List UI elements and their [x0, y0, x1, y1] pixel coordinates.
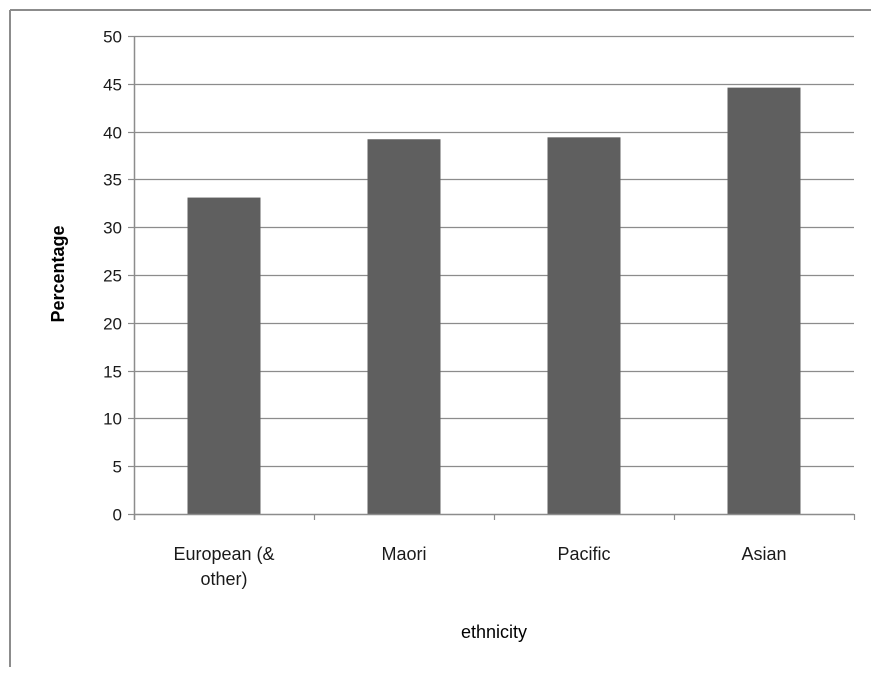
x-axis-title: ethnicity	[461, 622, 527, 642]
x-tick-label: Asian	[741, 544, 786, 564]
y-tick-label: 40	[103, 124, 122, 143]
bar	[547, 137, 621, 514]
y-tick-label: 50	[103, 28, 122, 47]
y-tick-label: 20	[103, 315, 122, 334]
y-tick-label: 25	[103, 267, 122, 286]
x-tick-label: Maori	[381, 544, 426, 564]
x-tick-label: Pacific	[557, 544, 610, 564]
y-tick-label: 15	[103, 363, 122, 382]
y-axis-title: Percentage	[48, 225, 68, 322]
x-tick-label: European (& other)	[173, 544, 274, 589]
bar	[367, 139, 441, 515]
y-tick-label: 30	[103, 219, 122, 238]
y-tick-label: 10	[103, 410, 122, 429]
x-tick-labels: European (& other) Maori Pacific Asian	[173, 544, 786, 589]
y-tick-label: 45	[103, 76, 122, 95]
bar	[187, 197, 261, 514]
bar	[727, 87, 801, 515]
y-tick-label: 0	[113, 506, 122, 525]
y-tick-label: 5	[113, 458, 122, 477]
y-tick-label: 35	[103, 171, 122, 190]
bars	[187, 87, 801, 515]
y-tick-labels: 0 5 10 15 20 25 30 35 40 45 50	[103, 28, 122, 525]
axes	[128, 35, 856, 520]
